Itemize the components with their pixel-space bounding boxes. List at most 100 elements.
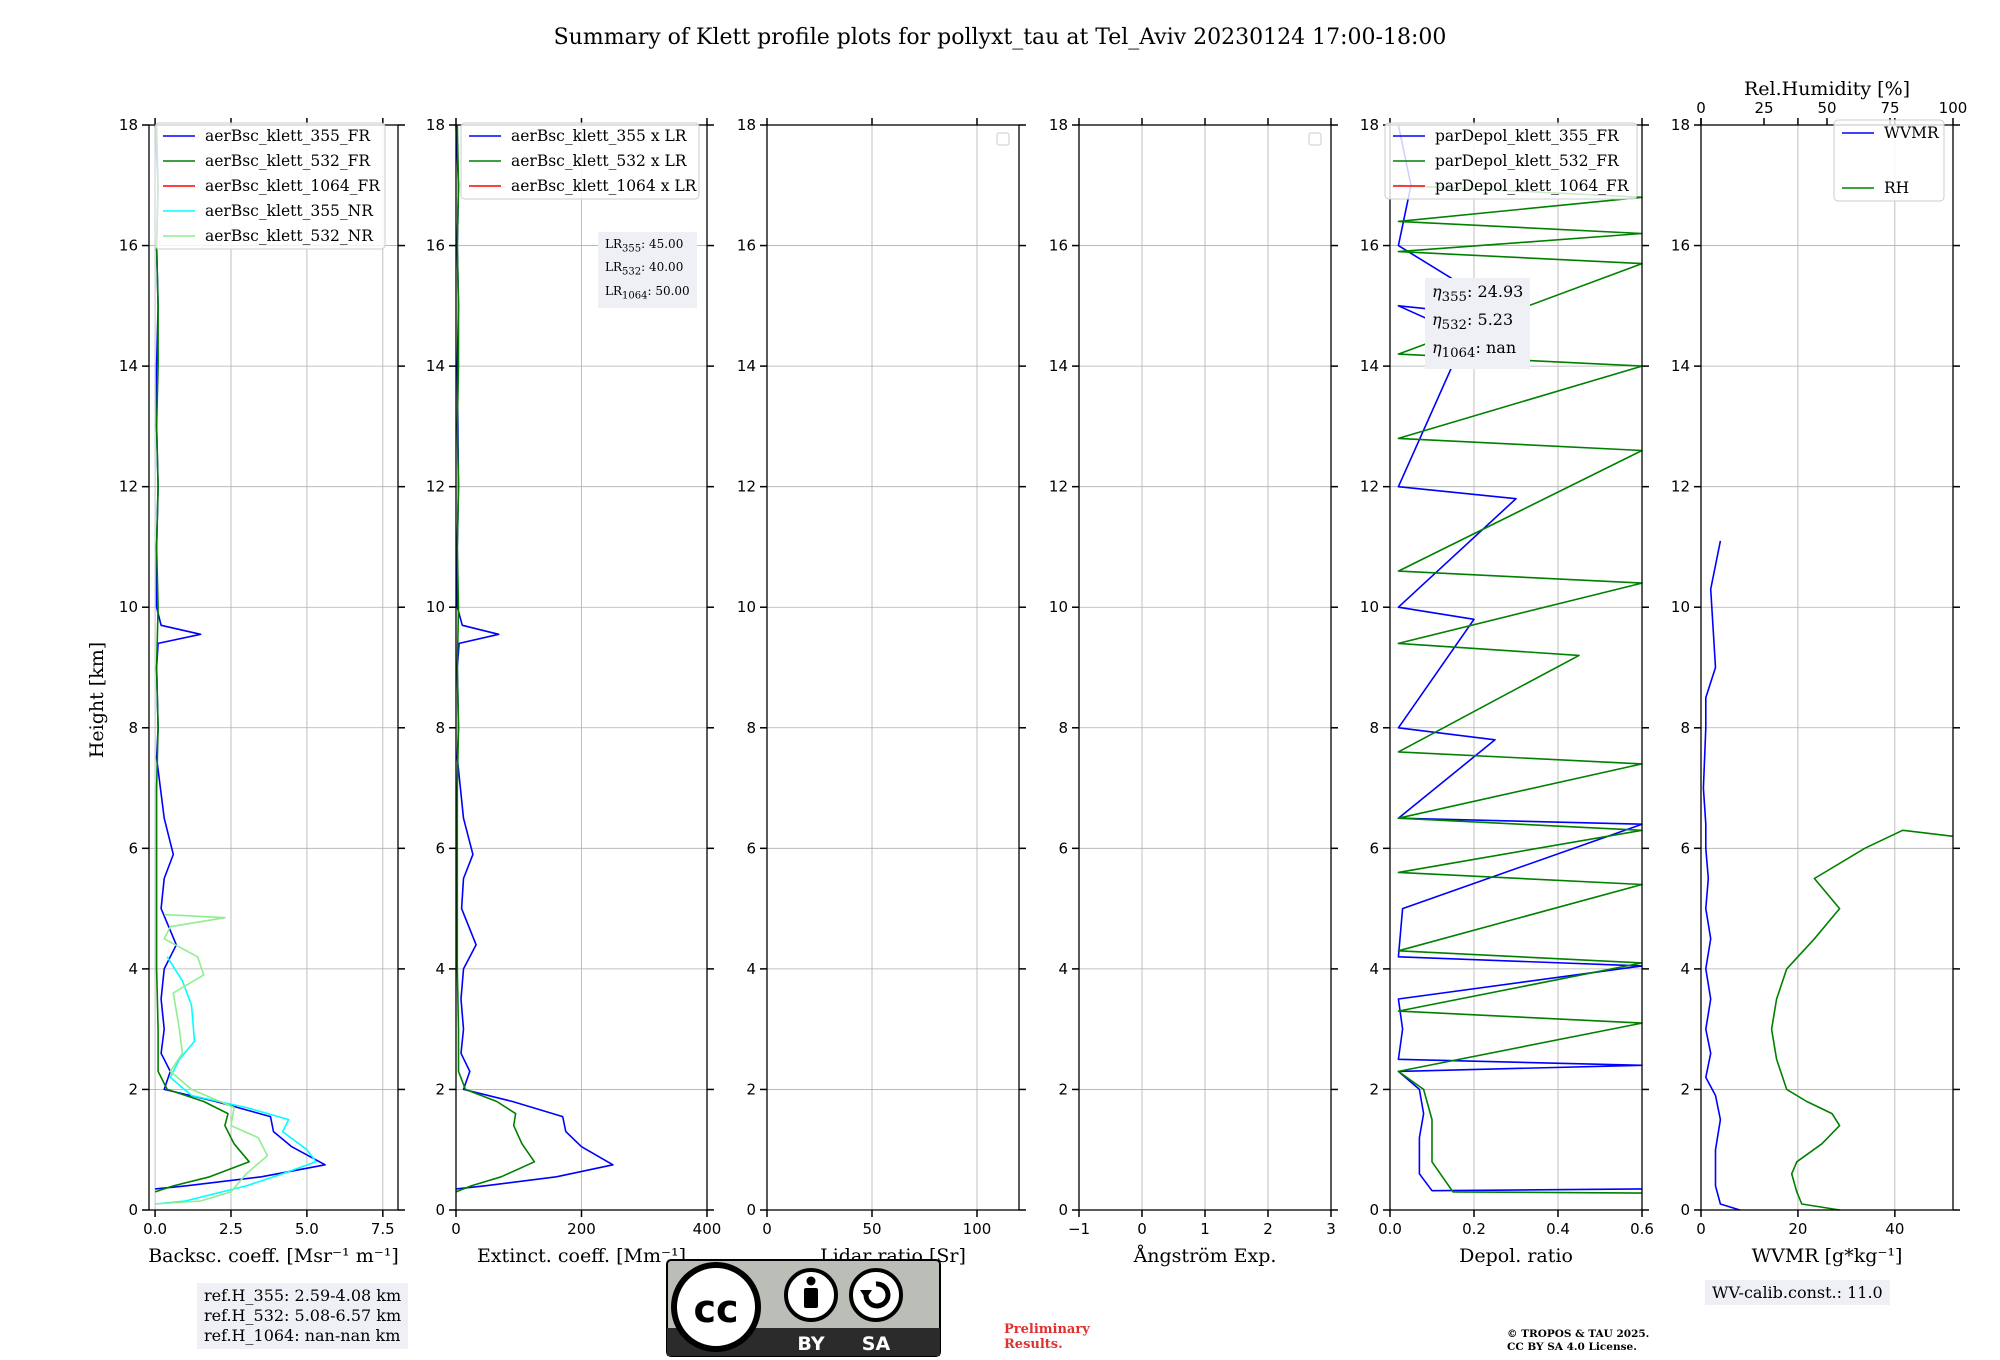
legend-label: parDepol_klett_1064_FR: [1435, 177, 1630, 195]
y-tick-label: 0: [1369, 1201, 1379, 1219]
y-tick-label: 10: [737, 598, 756, 616]
top-x-tick-label: 75: [1880, 99, 1899, 117]
x-tick-label: 1: [1200, 1220, 1210, 1238]
y-tick-label: 8: [435, 719, 445, 737]
y-tick-label: 16: [426, 237, 445, 255]
series-line-parDepol_klett_532_FR: [1397, 184, 1643, 1194]
y-tick-label: 6: [128, 839, 138, 857]
x-tick-label: 50: [862, 1220, 881, 1238]
x-tick-label: 0: [1696, 1220, 1706, 1238]
y-tick-label: 2: [746, 1080, 756, 1098]
y-tick-label: 4: [128, 960, 138, 978]
reference-heights-box: ref.H_355: 2.59-4.08 km ref.H_532: 5.08-…: [197, 1283, 409, 1349]
y-tick-label: 10: [1049, 598, 1068, 616]
plot-frame: [1078, 124, 1332, 1211]
x-tick-label: 200: [567, 1220, 596, 1238]
y-tick-label: 12: [1671, 478, 1690, 496]
eta-355-value: 24.93: [1477, 282, 1524, 301]
series-line-aerBsc_klett_532_NR: [155, 913, 269, 1205]
x-tick-label: 20: [1788, 1220, 1807, 1238]
y-tick-label: 18: [1049, 116, 1068, 134]
ref-height-532: ref.H_532: 5.08-6.57 km: [204, 1306, 402, 1325]
preliminary-line-2: Results.: [1004, 1337, 1063, 1352]
plot-panel-5: 0 2 4 6 8 10 12 14 16 18 0.0 0.2 0.4 0.6 Depol. ratio p…: [1360, 116, 1654, 1267]
y-tick-label: 12: [1049, 478, 1068, 496]
sa-label: SA: [862, 1333, 891, 1355]
x-tick-label: −1: [1068, 1220, 1090, 1238]
y-tick-label: 14: [119, 357, 138, 375]
y-tick-label: 6: [746, 839, 756, 857]
legend-label: aerBsc_klett_355_NR: [205, 202, 374, 220]
y-tick-label: 4: [746, 960, 756, 978]
y-tick-label: 14: [426, 357, 445, 375]
plot-frame: [766, 124, 1020, 1211]
y-tick-label: 10: [426, 598, 445, 616]
legend-label: WVMR: [1884, 124, 1940, 142]
copyright-line-2: CC BY SA 4.0 License.: [1507, 1341, 1637, 1353]
x-axis-label: Backsc. coeff. [Msr⁻¹ m⁻¹]: [148, 1245, 399, 1267]
y-tick-label: 0: [746, 1201, 756, 1219]
y-tick-label: 8: [746, 719, 756, 737]
y-tick-label: 18: [119, 116, 138, 134]
y-tick-label: 12: [737, 478, 756, 496]
series-line-RH: [1770, 829, 1954, 1211]
y-tick-label: 18: [737, 116, 756, 134]
x-tick-label: 3: [1326, 1220, 1336, 1238]
lr-1064-value: 50.00: [655, 283, 690, 298]
y-tick-label: 4: [1369, 960, 1379, 978]
y-tick-label: 4: [435, 960, 445, 978]
copyright-note: © TROPOS & TAU 2025. CC BY SA 4.0 Licens…: [1507, 1328, 1649, 1354]
sa-share-alike-icon: [849, 1268, 903, 1322]
empty-legend-box: [1308, 132, 1322, 146]
copyright-line-1: © TROPOS & TAU 2025.: [1507, 1328, 1650, 1340]
legend-label: aerBsc_klett_532_NR: [205, 227, 374, 245]
y-tick-label: 2: [435, 1080, 445, 1098]
y-axis-label: Height [km]: [86, 642, 108, 758]
y-tick-label: 8: [1680, 719, 1690, 737]
x-axis-label: Extinct. coeff. [Mm⁻¹]: [477, 1245, 686, 1267]
legend-label: RH: [1884, 179, 1909, 197]
y-tick-label: 6: [1058, 839, 1068, 857]
y-tick-label: 18: [426, 116, 445, 134]
empty-legend-box: [996, 132, 1010, 146]
x-tick-label: 0.0: [1378, 1220, 1402, 1238]
lr-355-value: 45.00: [648, 237, 684, 251]
legend-label: aerBsc_klett_1064_FR: [205, 177, 381, 195]
series-line-aerBsc_klett_355_FR: [154, 124, 326, 1190]
x-tick-label: 100: [963, 1220, 992, 1238]
y-tick-label: 12: [1360, 478, 1379, 496]
series-line-aerBsc_klett_355_NR: [155, 956, 317, 1205]
x-tick-label: 2.5: [219, 1220, 243, 1238]
y-tick-label: 14: [1671, 357, 1690, 375]
y-tick-label: 10: [1671, 598, 1690, 616]
y-tick-label: 16: [1671, 237, 1690, 255]
y-tick-label: 14: [737, 357, 756, 375]
y-tick-label: 0: [128, 1201, 138, 1219]
legend-label: aerBsc_klett_355 x LR: [511, 127, 688, 145]
y-tick-label: 0: [1058, 1201, 1068, 1219]
y-tick-label: 18: [1360, 116, 1379, 134]
figure-title: Summary of Klett profile plots for polly…: [554, 25, 1447, 50]
y-tick-label: 10: [1360, 598, 1379, 616]
x-tick-label: 0: [762, 1220, 772, 1238]
y-tick-label: 2: [1369, 1080, 1379, 1098]
legend-box: [460, 122, 700, 200]
y-tick-label: 16: [1360, 237, 1379, 255]
preliminary-line-1: Preliminary: [1004, 1322, 1090, 1337]
legend-label: parDepol_klett_532_FR: [1435, 152, 1620, 170]
legend-label: aerBsc_klett_532 x LR: [511, 152, 688, 170]
y-tick-label: 6: [1680, 839, 1690, 857]
legend-box: [1833, 119, 1945, 202]
y-tick-label: 10: [119, 598, 138, 616]
x-axis-label: Ångström Exp.: [1133, 1245, 1277, 1267]
x-tick-label: 0.0: [143, 1220, 167, 1238]
ref-height-355: ref.H_355: 2.59-4.08 km: [204, 1286, 402, 1305]
y-tick-label: 6: [1369, 839, 1379, 857]
top-x-tick-label: 50: [1817, 99, 1836, 117]
eta-532-value: 5.23: [1477, 310, 1514, 330]
top-x-axis-label: Rel.Humidity [%]: [1744, 78, 1910, 100]
y-tick-label: 14: [1049, 357, 1068, 375]
